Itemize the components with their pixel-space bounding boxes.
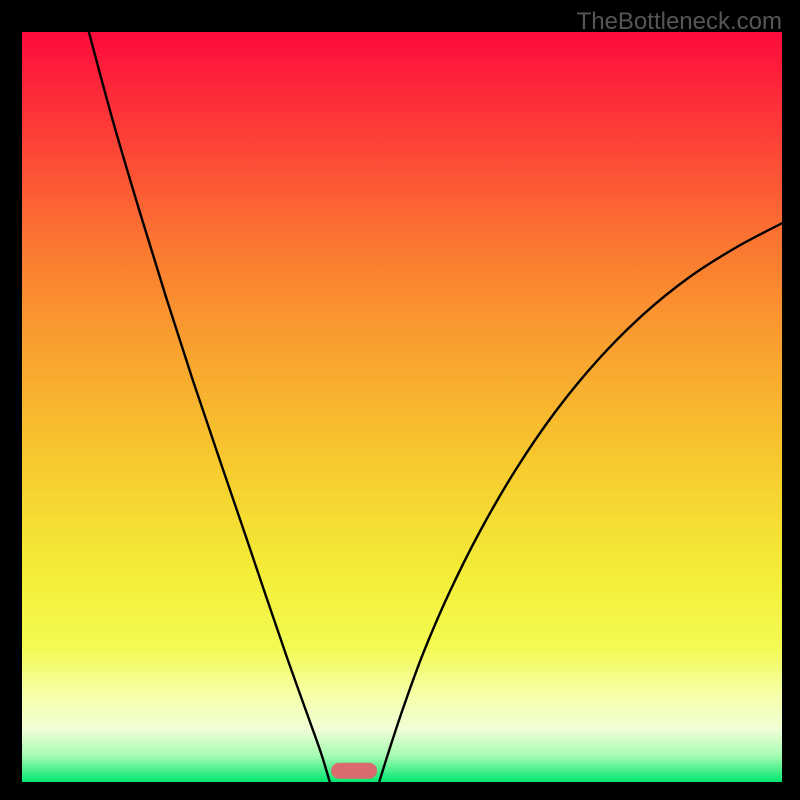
optimum-marker-layer (0, 0, 800, 800)
chart-root: TheBottleneck.com (0, 0, 800, 800)
watermark-text: TheBottleneck.com (577, 8, 782, 36)
optimum-marker (331, 763, 377, 779)
